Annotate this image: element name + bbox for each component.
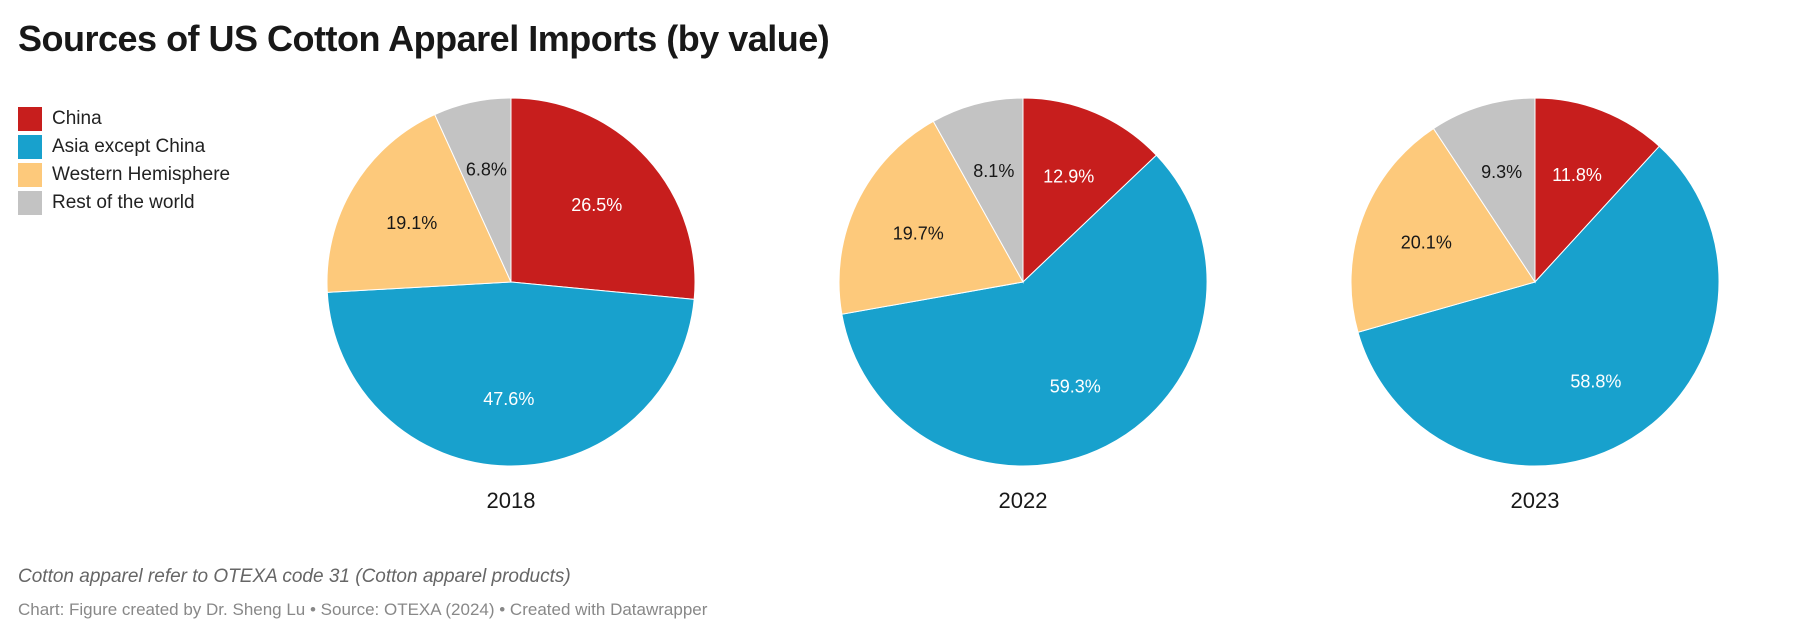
pie-slice <box>1022 97 1158 284</box>
pie-2022: 12.9% 59.3% 19.7% 8.1% 2022 <box>838 97 1208 513</box>
pie-slice <box>932 97 1024 284</box>
pie-slice <box>1350 127 1536 333</box>
legend-swatch <box>18 135 42 159</box>
legend-label: Rest of the world <box>52 192 195 213</box>
legend-label: Western Hemisphere <box>52 164 231 185</box>
legend-swatch <box>18 163 42 187</box>
pie-slice <box>841 154 1208 467</box>
slice-label: 58.8% <box>1570 372 1621 392</box>
legend: China Asia except China Western Hemisphe… <box>18 105 230 217</box>
pie-slice <box>510 97 696 300</box>
legend-label: Asia except China <box>52 136 206 157</box>
legend-item-rest: Rest of the world <box>18 189 230 217</box>
pie-2018: 26.5% 47.6% 19.1% 6.8% 2018 <box>326 97 696 513</box>
pie-slice <box>326 281 695 467</box>
chart-title: Sources of US Cotton Apparel Imports (by… <box>18 18 830 59</box>
pie-slice <box>434 97 512 283</box>
slice-label: 26.5% <box>571 195 622 215</box>
legend-item-asia: Asia except China <box>18 133 230 161</box>
pie-slice <box>838 120 1024 315</box>
legend-swatch <box>18 191 42 215</box>
slice-label: 8.1% <box>973 161 1014 181</box>
slice-label: 47.6% <box>483 389 534 409</box>
slice-label: 6.8% <box>466 160 507 180</box>
pie-2023: 11.8% 58.8% 20.1% 9.3% 2023 <box>1350 97 1720 513</box>
pie-slice <box>326 113 512 293</box>
slice-label: 19.7% <box>893 223 944 243</box>
pie-title: 2023 <box>1511 488 1560 513</box>
pie-slice <box>1432 97 1536 284</box>
slice-label: 12.9% <box>1043 166 1094 186</box>
legend-swatch <box>18 107 42 131</box>
footnote: Cotton apparel refer to OTEXA code 31 (C… <box>18 566 571 587</box>
slice-label: 19.1% <box>386 213 437 233</box>
pie-title: 2022 <box>999 488 1048 513</box>
legend-label: China <box>52 108 102 129</box>
slice-label: 11.8% <box>1552 165 1602 185</box>
pie-title: 2018 <box>487 488 536 513</box>
pie-slice <box>1534 97 1660 284</box>
slice-label: 59.3% <box>1050 376 1101 396</box>
pie-slice <box>1357 145 1720 467</box>
credits: Chart: Figure created by Dr. Sheng Lu • … <box>18 600 708 619</box>
slice-label: 20.1% <box>1401 233 1452 253</box>
slice-label: 9.3% <box>1481 162 1522 182</box>
legend-item-china: China <box>18 105 230 133</box>
legend-item-western: Western Hemisphere <box>18 161 230 189</box>
